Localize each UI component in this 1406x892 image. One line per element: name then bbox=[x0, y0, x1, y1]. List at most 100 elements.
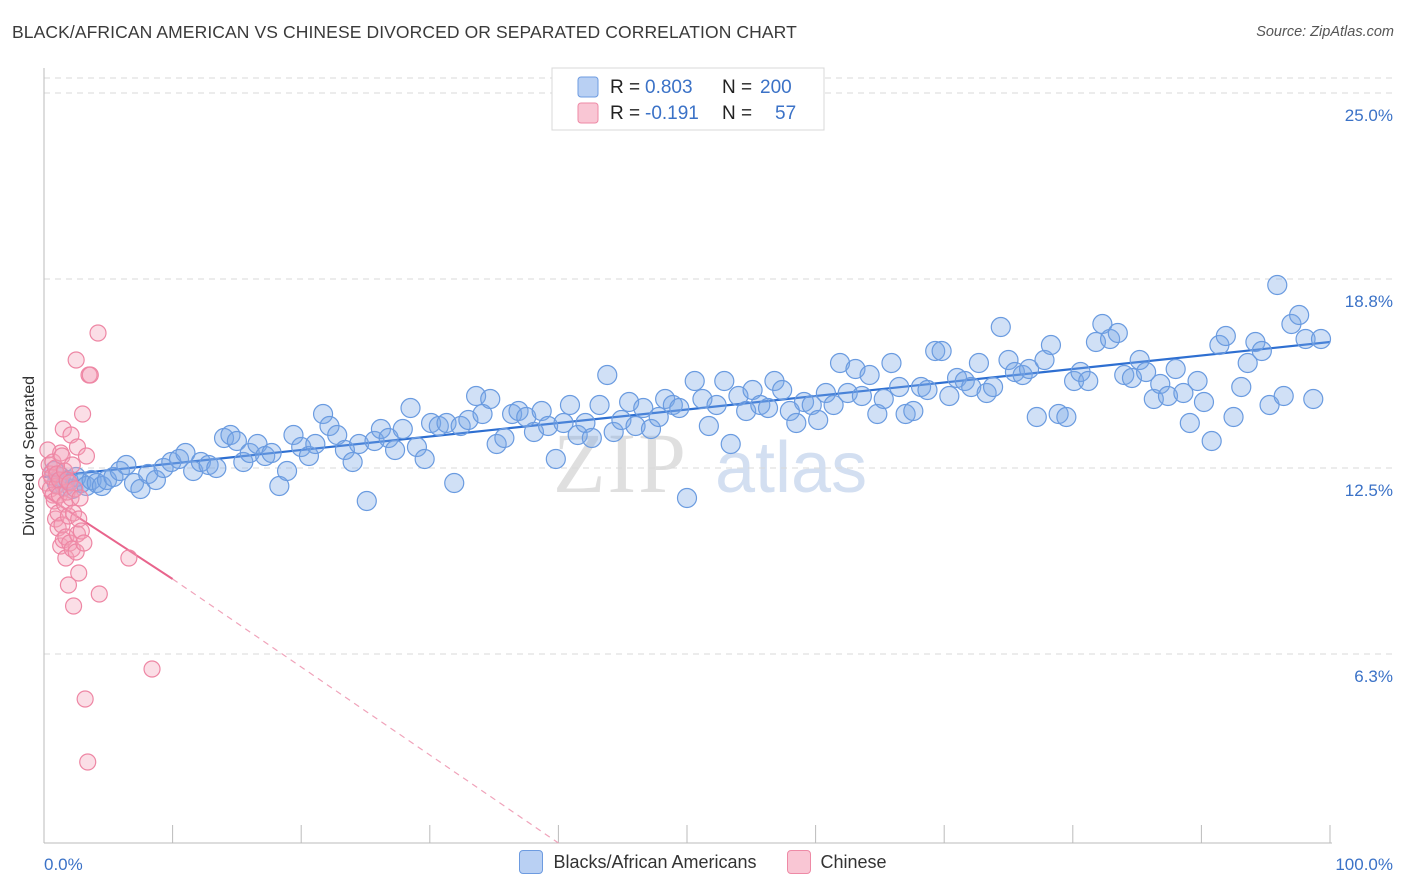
point-chinese bbox=[64, 597, 83, 615]
point-blacks bbox=[1187, 370, 1208, 392]
trend-line-chinese-extension bbox=[172, 578, 559, 844]
point-blacks bbox=[669, 397, 690, 419]
point-blacks bbox=[103, 466, 124, 488]
point-blacks bbox=[1034, 349, 1055, 371]
point-chinese bbox=[143, 660, 161, 678]
point-blacks bbox=[1026, 406, 1047, 428]
point-blacks bbox=[406, 436, 428, 458]
point-blacks bbox=[1040, 334, 1062, 356]
legend-n-label-2: N = bbox=[722, 103, 752, 124]
y-tick-label: 6.3% bbox=[1354, 667, 1393, 686]
point-blacks bbox=[801, 394, 822, 416]
point-blacks bbox=[1289, 304, 1310, 326]
point-blacks bbox=[676, 487, 698, 509]
point-blacks bbox=[1173, 382, 1194, 404]
point-blacks bbox=[305, 433, 326, 455]
point-blacks bbox=[706, 394, 727, 416]
y-axis-title: Divorced or Separated bbox=[21, 376, 38, 536]
legend-swatch-chinese bbox=[577, 102, 599, 124]
point-blacks bbox=[1310, 328, 1332, 350]
point-blacks bbox=[1056, 406, 1077, 428]
point-blacks bbox=[1179, 412, 1200, 434]
point-blacks bbox=[220, 424, 241, 446]
point-blacks bbox=[298, 445, 320, 467]
point-blacks bbox=[714, 370, 735, 392]
legend-r-label-2: R = bbox=[610, 103, 640, 124]
point-blacks bbox=[1150, 373, 1171, 395]
point-blacks bbox=[168, 448, 190, 470]
legend-box: R = 0.803 N = 200 R = -0.191 N = 57 bbox=[551, 67, 825, 131]
point-blacks bbox=[1267, 274, 1288, 296]
legend-r-label-1: R = bbox=[610, 77, 640, 98]
point-chinese bbox=[77, 447, 96, 465]
point-blacks bbox=[808, 409, 829, 431]
point-blacks bbox=[1193, 391, 1215, 413]
point-blacks bbox=[400, 397, 421, 419]
legend-n-value-1: 200 bbox=[760, 77, 792, 98]
point-blacks bbox=[873, 388, 894, 410]
point-blacks bbox=[625, 415, 646, 437]
point-blacks bbox=[903, 400, 924, 422]
legend-item-blacks[interactable]: Blacks/African Americans bbox=[519, 850, 757, 874]
point-blacks bbox=[444, 472, 465, 494]
point-blacks bbox=[1129, 349, 1150, 371]
point-blacks bbox=[1273, 385, 1294, 407]
point-chinese bbox=[79, 753, 97, 771]
point-blacks bbox=[698, 415, 719, 437]
data-points bbox=[37, 274, 1332, 771]
point-chinese bbox=[120, 549, 138, 567]
point-chinese bbox=[76, 690, 94, 708]
point-blacks bbox=[968, 352, 990, 374]
point-blacks bbox=[414, 448, 435, 470]
point-blacks bbox=[939, 385, 960, 407]
point-blacks bbox=[1259, 394, 1280, 416]
point-blacks bbox=[1136, 361, 1157, 383]
x-tick-label-max: 100.0% bbox=[1335, 855, 1393, 874]
chart-title: BLACK/AFRICAN AMERICAN VS CHINESE DIVORC… bbox=[12, 22, 797, 42]
legend-swatch-icon bbox=[786, 850, 811, 874]
point-chinese bbox=[63, 456, 81, 474]
point-blacks bbox=[1078, 370, 1099, 392]
point-blacks bbox=[589, 394, 610, 416]
point-chinese bbox=[90, 585, 108, 603]
point-blacks bbox=[1237, 352, 1258, 374]
y-tick-label: 25.0% bbox=[1345, 106, 1393, 125]
legend-item-chinese[interactable]: Chinese bbox=[786, 850, 887, 874]
point-blacks bbox=[494, 427, 515, 449]
point-blacks bbox=[998, 349, 1019, 371]
point-blacks bbox=[603, 421, 624, 443]
point-blacks bbox=[145, 469, 166, 491]
point-blacks bbox=[990, 316, 1011, 338]
point-chinese bbox=[89, 324, 107, 342]
point-blacks bbox=[633, 397, 654, 419]
point-blacks bbox=[640, 418, 662, 440]
legend-r-value-1: 0.803 bbox=[645, 77, 693, 98]
point-chinese bbox=[71, 489, 89, 507]
point-chinese bbox=[67, 351, 85, 369]
point-chinese bbox=[66, 480, 84, 498]
point-blacks bbox=[648, 406, 669, 428]
source-credit: Source: ZipAtlas.com bbox=[1256, 24, 1394, 40]
axis-labels: 6.3% 12.5% 18.8% 25.0% 0.0% 100.0% Divorced or… bbox=[21, 106, 1393, 874]
point-blacks bbox=[1231, 376, 1252, 398]
point-blacks bbox=[261, 442, 282, 464]
point-blacks bbox=[1165, 358, 1186, 380]
point-blacks bbox=[931, 340, 952, 362]
point-blacks bbox=[123, 472, 145, 494]
point-blacks bbox=[283, 424, 304, 446]
point-chinese bbox=[73, 405, 92, 423]
point-blacks bbox=[851, 385, 872, 407]
point-blacks bbox=[356, 490, 377, 512]
point-chinese bbox=[68, 438, 87, 456]
point-blacks bbox=[378, 427, 399, 449]
point-blacks bbox=[786, 412, 807, 434]
point-chinese bbox=[59, 507, 78, 525]
point-blacks bbox=[116, 454, 137, 476]
point-blacks bbox=[392, 418, 413, 440]
point-blacks bbox=[597, 364, 618, 386]
point-blacks bbox=[757, 397, 779, 419]
point-blacks bbox=[1018, 358, 1040, 380]
point-blacks bbox=[859, 364, 880, 386]
